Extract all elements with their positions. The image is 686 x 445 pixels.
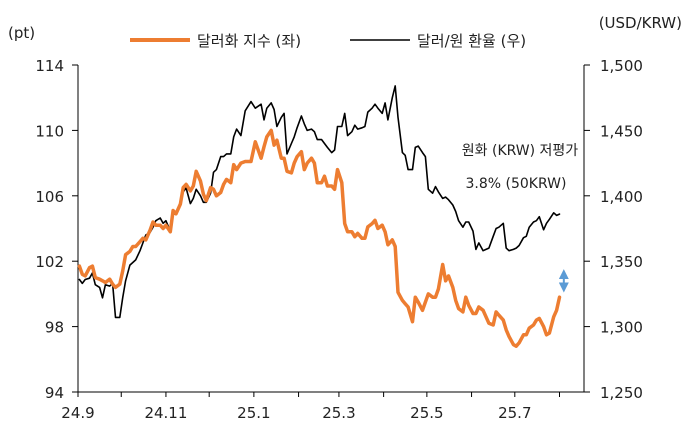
left-tick-label: 94 — [45, 384, 64, 402]
right-tick-label: 1,400 — [600, 188, 643, 206]
right-tick-label: 1,300 — [600, 319, 643, 337]
left-tick-label: 102 — [35, 253, 64, 271]
x-tick-label: 24.11 — [144, 404, 187, 422]
series-line-usdkrw — [78, 85, 561, 319]
left-tick-label: 114 — [35, 57, 64, 75]
left-tick-label: 98 — [45, 319, 64, 337]
right-tick-label: 1,500 — [600, 57, 643, 75]
x-tick-label: 25.3 — [322, 404, 355, 422]
right-tick-label: 1,350 — [600, 253, 643, 271]
legend-label-usdkrw: 달러/원 환율 (우) — [417, 32, 526, 50]
right-axis: 1,250 1,300 1,350 1,400 1,450 1,500 — [583, 57, 643, 402]
left-tick-label: 110 — [35, 122, 64, 140]
right-axis-unit: (USD/KRW) — [599, 14, 682, 32]
right-tick-label: 1,450 — [600, 122, 643, 140]
legend-label-dollar-index: 달러화 지수 (좌) — [197, 32, 301, 50]
left-axis: 94 98 102 106 110 114 — [35, 57, 79, 402]
annotation: 원화 (KRW) 저평가 3.8% (50KRW) — [462, 143, 579, 192]
x-tick-label: 25.1 — [237, 404, 270, 422]
series-line-dollar-index — [77, 128, 562, 348]
annotation-line-1: 원화 (KRW) 저평가 — [462, 143, 579, 159]
right-tick-label: 1,250 — [600, 384, 643, 402]
x-tick-label: 24.9 — [61, 404, 94, 422]
series-layer — [77, 85, 562, 348]
x-tick-label: 25.7 — [498, 404, 531, 422]
legend: 달러화 지수 (좌) 달러/원 환율 (우) — [130, 32, 526, 50]
annotation-line-2: 3.8% (50KRW) — [466, 176, 567, 192]
left-axis-unit: (pt) — [8, 24, 35, 42]
x-axis: 24.9 24.11 25.1 25.3 25.5 25.7 — [61, 391, 584, 422]
x-tick-label: 25.5 — [410, 404, 443, 422]
left-tick-label: 106 — [35, 188, 64, 206]
